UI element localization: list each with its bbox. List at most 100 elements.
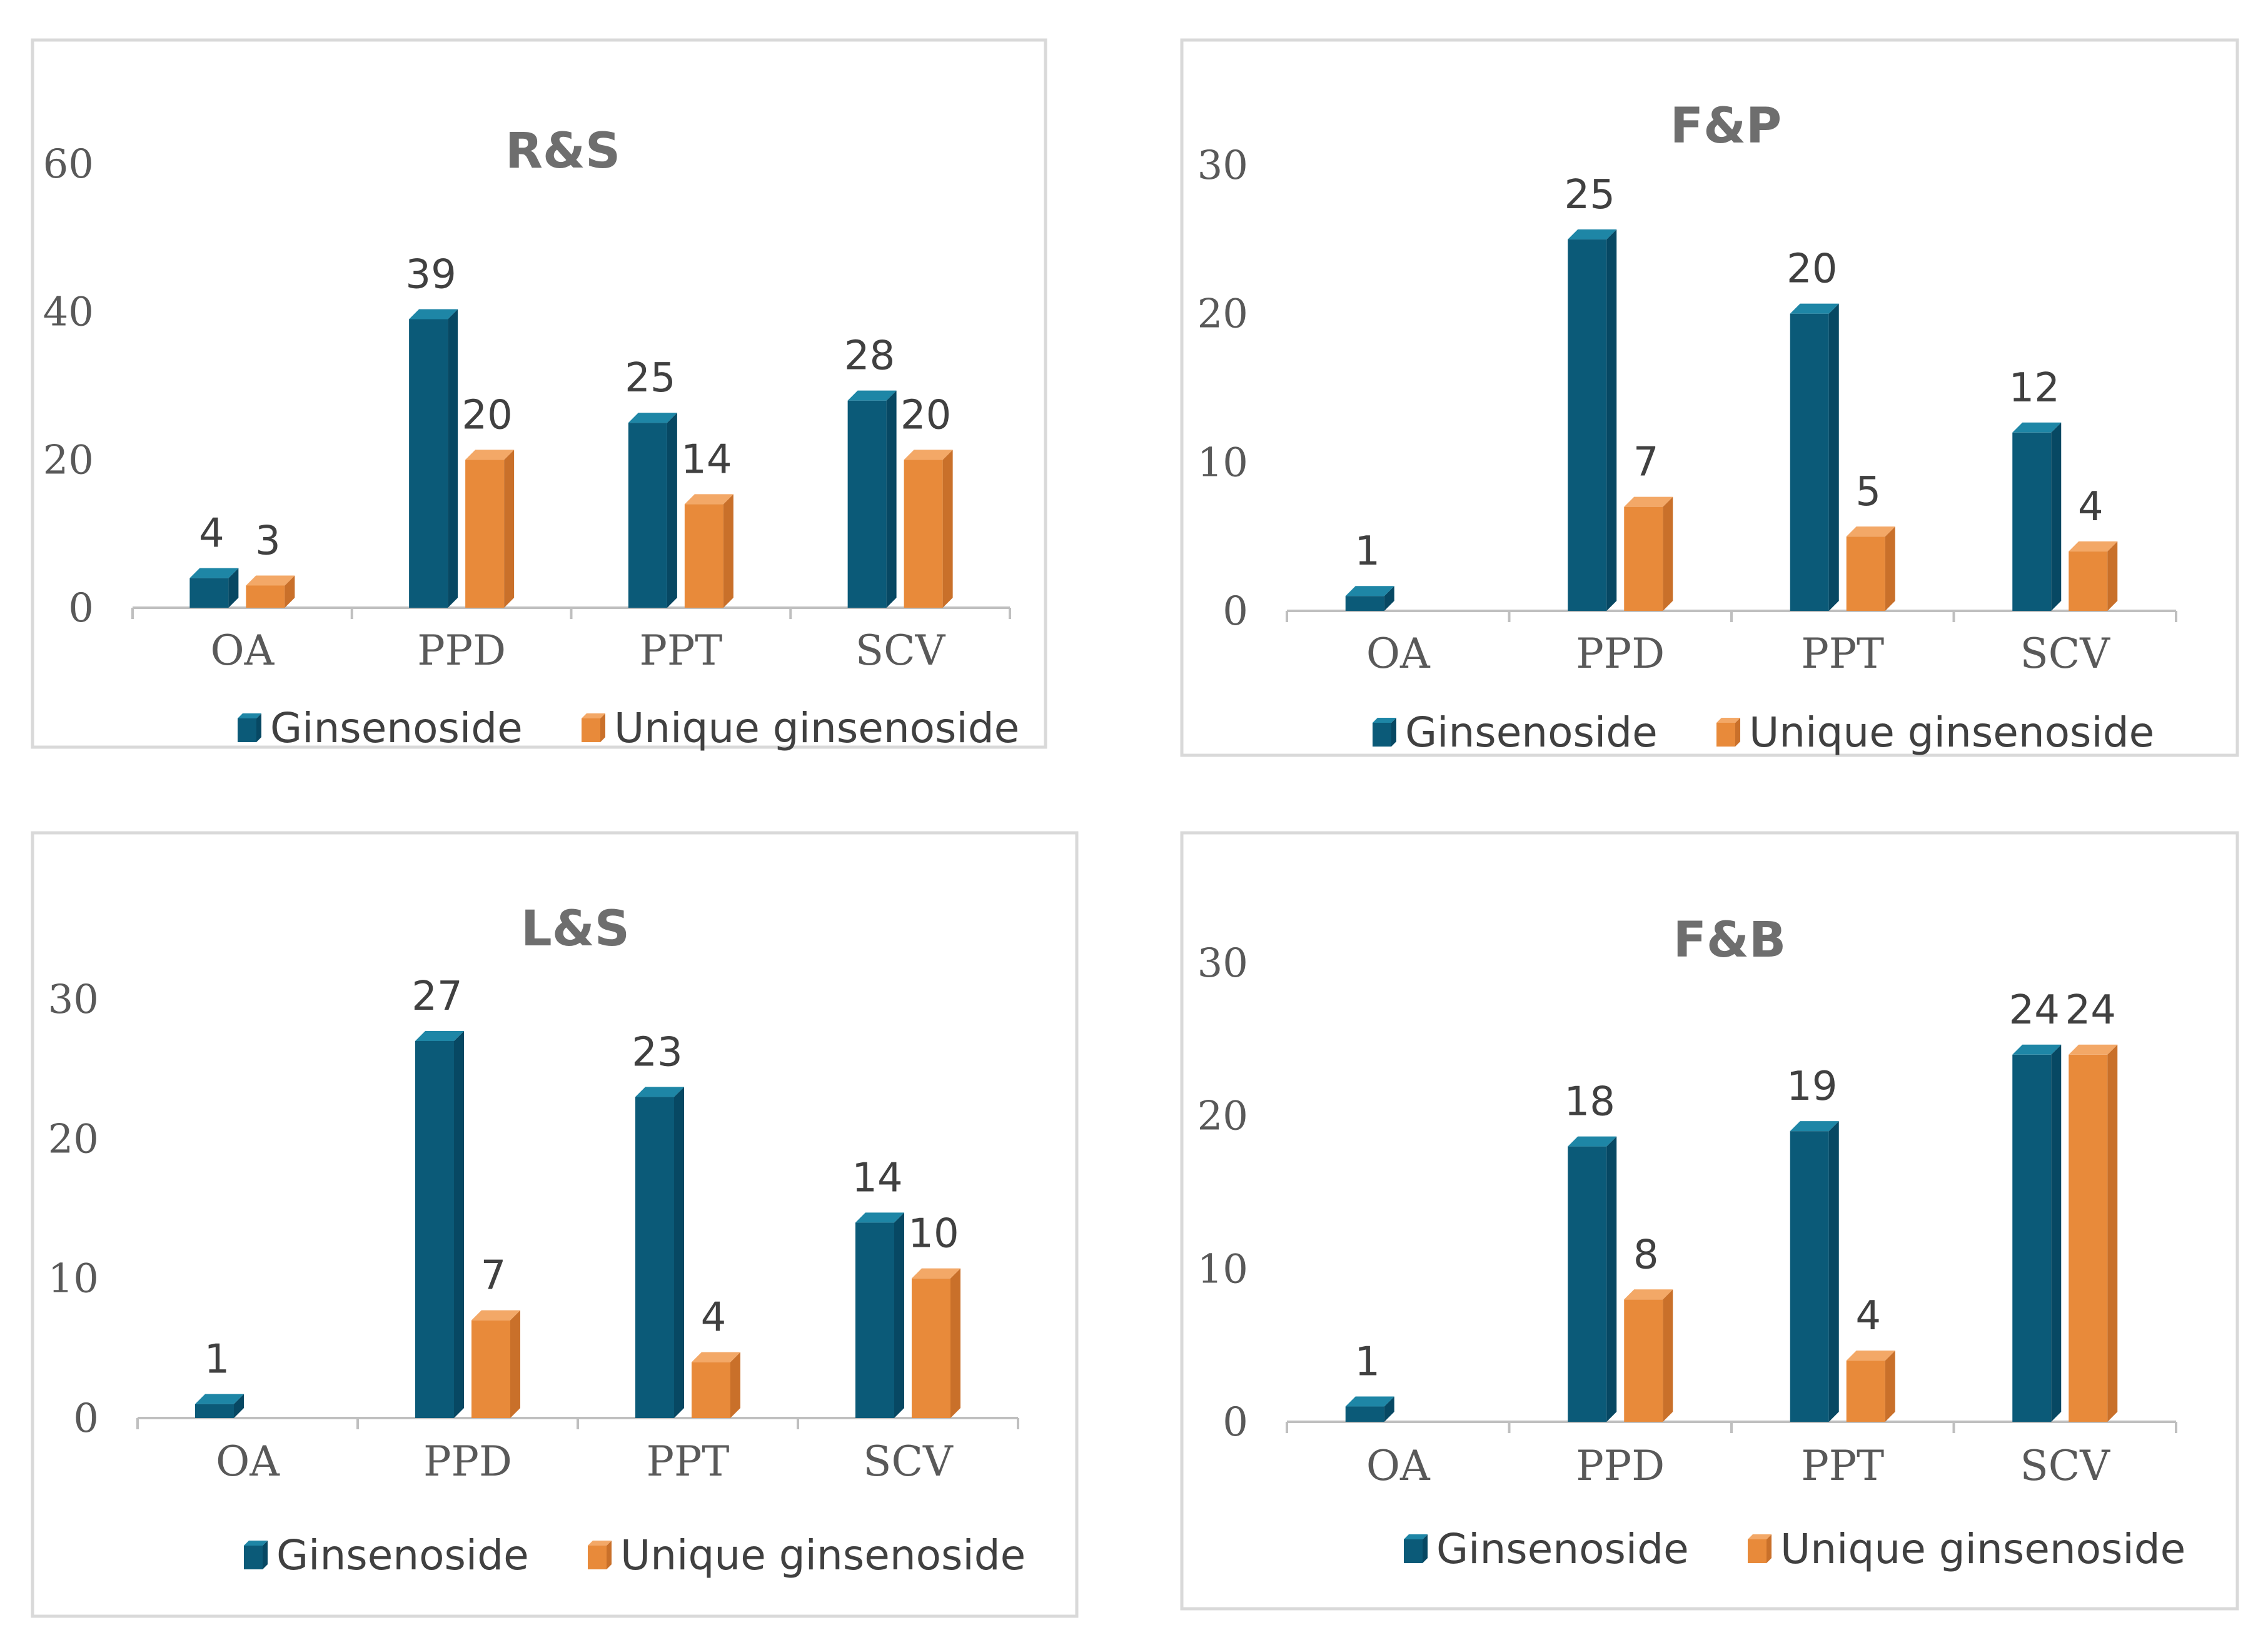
bar-top-face [1790, 1121, 1839, 1132]
legend-item-ginsenoside: Ginsenoside [238, 704, 523, 752]
bar-front-face [2069, 1054, 2108, 1422]
y-tick-label: 30 [1197, 143, 1248, 189]
x-category-label: OA [216, 1437, 280, 1486]
data-label: 24 [2065, 987, 2116, 1034]
bar-top-face [692, 1352, 740, 1362]
bar-top-face [1846, 1351, 1895, 1361]
bar-ginsenoside-oa [1345, 586, 1394, 611]
data-label: 39 [405, 252, 456, 298]
legend-swatch-side [1423, 1534, 1428, 1563]
legend-swatch-top [1373, 718, 1396, 723]
bar-unique-ginsenoside-ppt [1846, 526, 1895, 611]
bar-front-face [471, 1320, 510, 1418]
bar-front-face [195, 1404, 234, 1418]
legend-item-unique-ginsenoside: Unique ginsenoside [588, 1531, 1026, 1579]
bar-front-face [1790, 1131, 1829, 1422]
bar-top-face [628, 413, 677, 423]
x-category-label: PPT [1801, 1442, 1884, 1490]
legend-swatch [238, 718, 256, 742]
legend-swatch-top [1716, 718, 1740, 723]
y-tick-label: 0 [73, 1396, 99, 1442]
legend-swatch-side [256, 713, 261, 742]
bar-front-face [1624, 506, 1663, 611]
bar-top-face [465, 450, 515, 460]
x-category-label: PPD [1576, 1442, 1665, 1490]
bar-top-face [1624, 1289, 1673, 1300]
bar-front-face [2069, 551, 2108, 611]
bar-ginsenoside-ppt [1790, 303, 1839, 611]
bar-unique-ginsenoside-ppt [692, 1352, 740, 1418]
legend-swatch-top [244, 1541, 268, 1546]
bar-side-face [886, 390, 897, 608]
bar-front-face [2012, 432, 2052, 611]
y-tick-label: 20 [43, 437, 94, 483]
legend-swatch-side [263, 1541, 268, 1569]
bar-unique-ginsenoside-ppt [1846, 1351, 1895, 1422]
bar-side-face [1606, 229, 1617, 611]
bar-top-face [409, 309, 458, 319]
legend-swatch-side [1735, 718, 1740, 747]
bar-side-face [504, 450, 515, 608]
legend-swatch-side [600, 713, 605, 742]
bar-ginsenoside-oa [189, 568, 239, 608]
data-label: 4 [1855, 1293, 1881, 1339]
bar-front-face [855, 1222, 894, 1418]
data-label: 19 [1787, 1064, 1837, 1110]
bar-top-face [415, 1031, 464, 1041]
bar-side-face [2107, 1044, 2118, 1422]
bar-side-face [1384, 586, 1394, 611]
legend-label: Ginsenoside [1405, 708, 1658, 757]
legend-label: Unique ginsenoside [614, 704, 1019, 752]
x-category-label: PPT [647, 1437, 730, 1486]
y-tick-label: 20 [1197, 291, 1248, 338]
legend-label: Unique ginsenoside [620, 1531, 1026, 1579]
data-label: 10 [908, 1211, 959, 1257]
bar-top-face [1568, 229, 1617, 239]
legend-item-unique-ginsenoside: Unique ginsenoside [1716, 708, 2154, 757]
bar-side-face [674, 1087, 684, 1418]
legend-label: Ginsenoside [270, 704, 523, 752]
bar-top-face [1568, 1136, 1617, 1147]
bar-front-face [912, 1278, 950, 1418]
bar-front-face [904, 460, 943, 608]
bar-ginsenoside-ppd [1568, 229, 1617, 611]
bar-ginsenoside-ppt [1790, 1121, 1839, 1422]
legend-item-unique-ginsenoside: Unique ginsenoside [1748, 1525, 2185, 1573]
x-category-label: PPT [1801, 630, 1884, 678]
data-label: 14 [852, 1155, 902, 1201]
bar-top-face [1345, 586, 1394, 596]
x-category-label: PPD [423, 1437, 512, 1486]
legend-swatch-top [1404, 1534, 1428, 1539]
data-label: 4 [199, 511, 224, 557]
chart-title: F&B [1673, 912, 1787, 968]
bar-front-face [189, 578, 229, 608]
data-label: 7 [481, 1253, 507, 1299]
y-tick-label: 0 [1222, 1399, 1248, 1446]
bar-side-face [1885, 1351, 1895, 1422]
legend-swatch [1716, 723, 1735, 747]
data-label: 1 [1354, 528, 1380, 575]
bar-front-face [1846, 1361, 1885, 1422]
legend-item-ginsenoside: Ginsenoside [1404, 1525, 1689, 1573]
chart-title: F&P [1670, 98, 1782, 154]
bar-front-face [1345, 1406, 1384, 1422]
bar-side-face [510, 1310, 520, 1418]
bar-front-face [684, 504, 723, 608]
x-category-label: OA [1366, 630, 1431, 678]
bar-ginsenoside-oa [1345, 1396, 1394, 1422]
bar-top-face [904, 450, 953, 460]
legend-swatch-top [582, 713, 605, 718]
y-tick-label: 20 [48, 1116, 99, 1162]
y-tick-label: 10 [1197, 440, 1248, 486]
bar-front-face [1846, 536, 1885, 611]
x-category-label: PPD [1576, 630, 1665, 678]
bar-ginsenoside-scv [2012, 422, 2062, 611]
data-label: 4 [2078, 484, 2104, 530]
x-category-label: SCV [2020, 630, 2111, 678]
legend-swatch-side [607, 1541, 612, 1569]
x-category-label: OA [210, 626, 275, 675]
bar-ginsenoside-ppd [409, 309, 458, 608]
chart-frame [1180, 831, 2239, 1611]
bar-side-face [1663, 496, 1673, 611]
legend-swatch-top [1748, 1534, 1772, 1539]
